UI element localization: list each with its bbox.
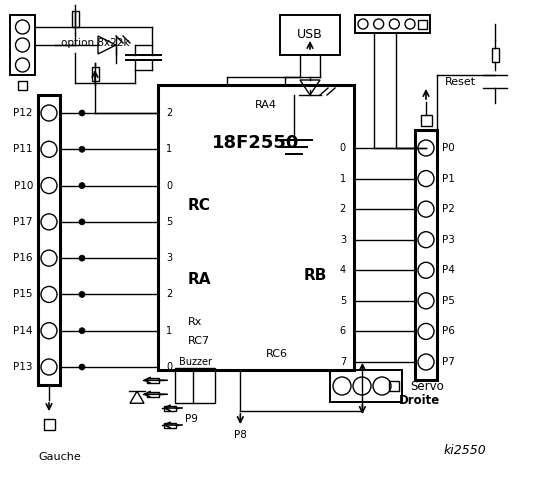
Text: P3: P3 — [442, 235, 455, 245]
Text: 1: 1 — [166, 326, 172, 336]
Circle shape — [79, 182, 85, 189]
Text: Rx: Rx — [188, 317, 202, 327]
Bar — [164, 422, 176, 428]
Text: 7: 7 — [340, 357, 346, 367]
Text: P14: P14 — [13, 326, 33, 336]
Text: P15: P15 — [13, 289, 33, 300]
Text: 18F2550: 18F2550 — [212, 134, 300, 152]
Text: 6: 6 — [340, 326, 346, 336]
Text: Droite: Droite — [399, 394, 441, 407]
Bar — [147, 392, 159, 397]
Text: 5: 5 — [166, 217, 172, 227]
Text: RA4: RA4 — [255, 100, 277, 110]
Text: P13: P13 — [13, 362, 33, 372]
Circle shape — [79, 219, 85, 225]
Bar — [389, 381, 399, 391]
Text: Gauche: Gauche — [38, 452, 81, 462]
Bar — [158, 85, 354, 370]
Bar — [355, 15, 430, 33]
Text: 3: 3 — [340, 235, 346, 245]
Text: RC: RC — [188, 197, 211, 213]
Text: P2: P2 — [442, 204, 455, 214]
Bar — [164, 406, 176, 410]
Bar — [71, 11, 79, 27]
Bar — [44, 419, 55, 430]
Text: P8: P8 — [234, 430, 247, 440]
Text: 4: 4 — [340, 265, 346, 276]
Text: P6: P6 — [442, 326, 455, 336]
Bar — [147, 378, 159, 383]
Text: P9: P9 — [185, 414, 198, 424]
Circle shape — [79, 110, 85, 116]
Bar — [330, 370, 402, 402]
Text: 0: 0 — [166, 362, 172, 372]
Text: 5: 5 — [340, 296, 346, 306]
Text: P17: P17 — [13, 217, 33, 227]
Text: P5: P5 — [442, 296, 455, 306]
Text: P7: P7 — [442, 357, 455, 367]
Text: ki2550: ki2550 — [444, 444, 487, 456]
Bar — [175, 368, 215, 403]
Circle shape — [79, 146, 85, 152]
Text: RC7: RC7 — [188, 336, 210, 346]
Bar — [18, 81, 27, 89]
Text: P10: P10 — [14, 180, 33, 191]
Bar — [38, 95, 60, 385]
Text: 2: 2 — [166, 108, 172, 118]
Text: 2: 2 — [166, 289, 172, 300]
Circle shape — [79, 255, 85, 261]
Circle shape — [79, 328, 85, 334]
Bar — [415, 130, 437, 380]
Text: P1: P1 — [442, 174, 455, 183]
Bar — [280, 15, 340, 55]
Text: P16: P16 — [13, 253, 33, 263]
Circle shape — [79, 291, 85, 298]
Bar — [10, 15, 35, 75]
Text: 3: 3 — [166, 253, 172, 263]
Text: RA: RA — [188, 273, 211, 288]
Text: P0: P0 — [442, 143, 455, 153]
Text: P4: P4 — [442, 265, 455, 276]
Bar — [91, 67, 98, 81]
Text: P12: P12 — [13, 108, 33, 118]
Text: Buzzer: Buzzer — [179, 357, 211, 367]
Text: 2: 2 — [340, 204, 346, 214]
Text: Reset: Reset — [445, 77, 476, 87]
Bar — [418, 20, 426, 28]
Text: RC6: RC6 — [266, 349, 288, 359]
Text: 1: 1 — [166, 144, 172, 154]
Text: option 8x22k: option 8x22k — [61, 38, 129, 48]
Text: P11: P11 — [13, 144, 33, 154]
Text: RB: RB — [304, 267, 327, 283]
Text: USB: USB — [297, 28, 323, 41]
Text: Servo: Servo — [410, 380, 444, 393]
Bar — [420, 115, 431, 125]
Bar — [492, 48, 498, 62]
Circle shape — [79, 364, 85, 370]
Text: 1: 1 — [340, 174, 346, 183]
Text: 0: 0 — [340, 143, 346, 153]
Text: 0: 0 — [166, 180, 172, 191]
